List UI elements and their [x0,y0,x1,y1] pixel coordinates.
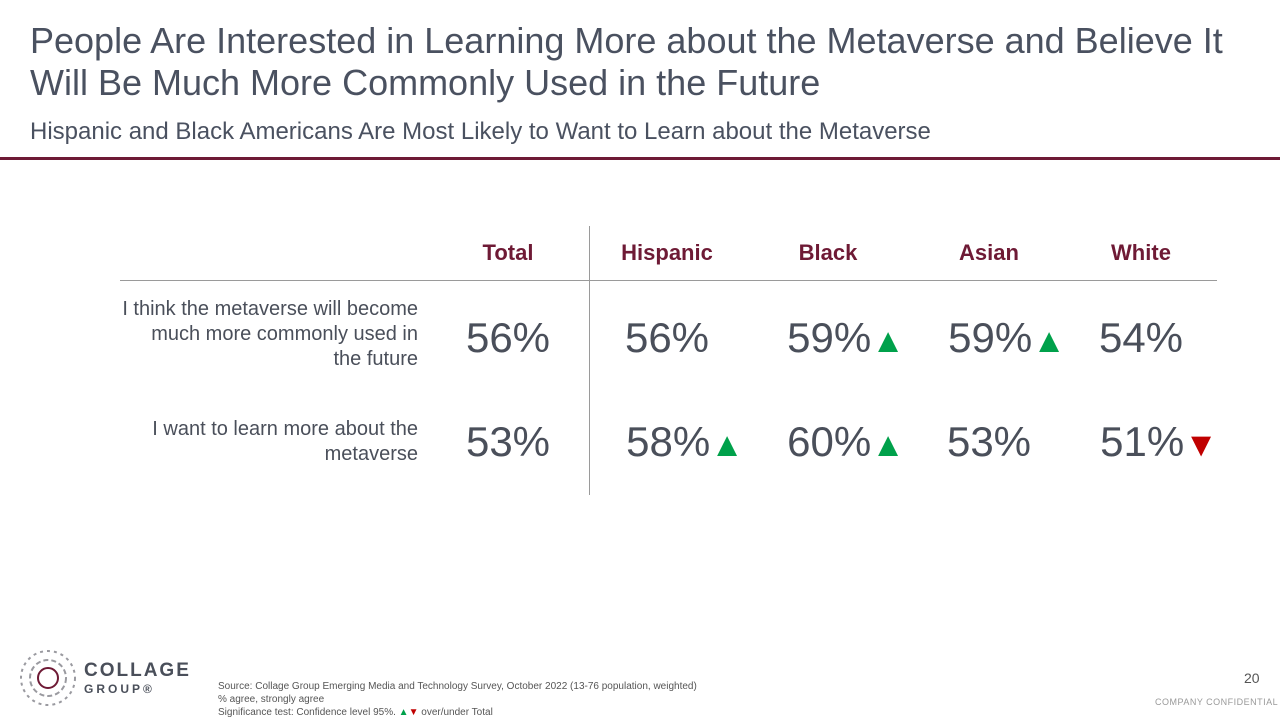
source-note: Source: Collage Group Emerging Media and… [218,680,697,719]
column-header-hispanic: Hispanic [621,240,713,265]
column-header-asian: Asian [959,240,1019,265]
up-triangle-icon: ▲ [871,322,905,360]
value-text: 51% [1100,418,1185,465]
logo-wordmark: COLLAGE [84,660,191,681]
logo-subwordmark: GROUP® [84,682,155,696]
page-number: 20 [1244,670,1260,686]
value-text: 54% [1098,314,1184,361]
column-header-white: White [1111,240,1171,265]
measure-line: % agree, strongly agree [218,694,325,705]
column-header-black: Black [798,240,858,265]
value-text: 59% [948,314,1033,361]
value-cell-white: 51%▼ [1079,418,1239,469]
up-triangle-icon: ▲ [710,426,744,464]
value-cell-white: 54% [1061,314,1221,362]
confidential-label: COMPANY CONFIDENTIAL [1155,697,1279,707]
value-cell-hispanic: 56% [587,314,747,362]
value-cell-black: 59%▲ [766,314,926,365]
logo-ring-inner [37,667,59,689]
collage-logo [20,650,76,706]
value-cell-total: 56% [428,314,588,362]
value-cell-asian: 59%▲ [927,314,1087,365]
logo-ring-outer [20,650,76,706]
column-header-total: Total [482,240,534,265]
row-label: I think the metaverse will become much m… [122,298,418,370]
header-divider [120,280,1217,281]
down-triangle-icon: ▼ [1184,426,1218,464]
up-triangle-icon: ▲ [871,426,905,464]
value-text: 56% [465,314,551,361]
significance-line: Significance test: Confidence level 95%.… [218,707,493,718]
column-divider [589,226,590,495]
value-text: 53% [946,418,1032,465]
page-title: People Are Interested in Learning More a… [30,20,1223,103]
value-text: 60% [787,418,872,465]
value-text: 56% [624,314,710,361]
value-text: 53% [465,418,551,465]
up-triangle-icon: ▲ [1032,322,1066,360]
down-triangle-icon: ▼ [408,707,419,718]
value-text: 58% [626,418,711,465]
source-line: Source: Collage Group Emerging Media and… [218,681,697,692]
value-cell-hispanic: 58%▲ [605,418,765,469]
value-cell-black: 60%▲ [766,418,926,469]
logo-ring-mid [29,659,67,697]
title-divider [0,157,1280,160]
value-cell-total: 53% [428,418,588,466]
value-text: 59% [787,314,872,361]
value-cell-asian: 53% [909,418,1069,466]
up-triangle-icon: ▲ [398,707,409,718]
row-label: I want to learn more about the metaverse [152,418,418,465]
page-subtitle: Hispanic and Black Americans Are Most Li… [30,118,931,145]
